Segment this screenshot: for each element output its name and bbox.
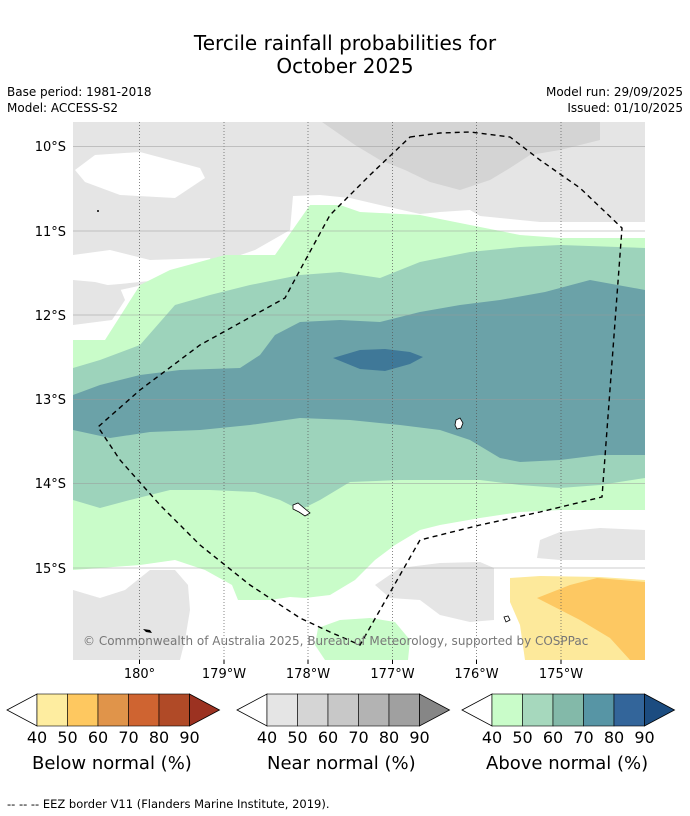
island-small-2: [143, 629, 152, 633]
below-normal-50: [537, 578, 645, 660]
colorbar-below-tick: 90: [179, 728, 200, 747]
colorbar-near-over-arrow: [419, 693, 451, 727]
island-futuna: [292, 502, 311, 517]
colorbar-above-segment: [522, 693, 554, 727]
colorbar-below-over-arrow: [189, 693, 221, 727]
near-normal-40-left-lower: [73, 280, 125, 325]
chart-title-line1: Tercile rainfall probabilities for: [193, 31, 497, 55]
colorbar-near-segment: [327, 693, 359, 727]
colorbar-below-segment: [67, 693, 99, 727]
colorbar-near-tick: 40: [256, 728, 278, 747]
lon-label: 179°W: [202, 667, 246, 682]
eez-legend-note: -- -- -- EEZ border V11 (Flanders Marine…: [7, 797, 330, 811]
map-fill-layers: © Commonwealth of Australia 2025, Bureau…: [73, 122, 645, 660]
colorbar-near-segment: [358, 693, 390, 727]
lon-ticks: [139, 660, 562, 664]
lat-axis: 10°S 11°S 12°S 13°S 14°S 15°S: [35, 140, 66, 577]
lat-label: 14°S: [35, 477, 66, 492]
island-wallis: [454, 417, 464, 430]
lat-label: 13°S: [35, 393, 66, 408]
near-normal-white-hole-2: [73, 250, 215, 288]
colorbar-below-segment: [97, 693, 129, 727]
colorbar-above-under-arrow: [461, 693, 493, 727]
colorbars: [6, 693, 676, 727]
colorbar-above-segment: [491, 693, 523, 727]
lat-label: 12°S: [35, 309, 66, 324]
colorbar-near-segment: [297, 693, 329, 727]
colorbar-near-tick: 70: [348, 728, 369, 747]
colorbar-near-tick: 90: [409, 728, 430, 747]
model-name: Model: ACCESS-S2: [7, 101, 119, 115]
colorbar-above-segment: [552, 693, 584, 727]
near-normal-50-top: [322, 122, 600, 190]
colorbar-near-title: Near normal (%): [267, 753, 416, 774]
chart-title-line2: October 2025: [276, 54, 414, 78]
lat-label: 11°S: [35, 225, 66, 240]
eez-border: [97, 131, 623, 646]
above-normal-70: [333, 349, 423, 371]
colorbar-below-segment: [128, 693, 160, 727]
base-period: Base period: 1981-2018: [7, 85, 152, 99]
colorbar-below-segment: [158, 693, 190, 727]
lat-label: 15°S: [35, 562, 66, 577]
colorbar-below-title: Below normal (%): [32, 753, 192, 774]
island-small-1: [503, 615, 511, 623]
lon-label: 175°W: [539, 667, 583, 682]
colorbar-above-tick: 40: [481, 728, 503, 747]
near-normal-white-hole-1: [75, 152, 205, 198]
graticule: [73, 122, 645, 660]
model-run: Model run: 29/09/2025: [545, 85, 683, 99]
colorbar-above-tick: 90: [634, 728, 655, 747]
colorbar-near-under-arrow: [236, 693, 268, 727]
colorbar-above-tick: 70: [573, 728, 594, 747]
colorbar-above-title: Above normal (%): [486, 753, 649, 774]
colorbar-above-tick: 50: [512, 728, 533, 747]
near-normal-40-lower-left: [73, 570, 190, 660]
near-normal-40-lower-mid: [375, 562, 494, 622]
colorbar-near-segment: [266, 693, 298, 727]
colorbar-near-tick: 80: [378, 728, 400, 747]
above-normal-40-bottom: [315, 618, 410, 660]
lat-label: 10°S: [35, 140, 66, 155]
issued-date: Issued: 01/10/2025: [567, 101, 683, 115]
colorbar-below-tick: 70: [118, 728, 139, 747]
colorbar-below-tick: 50: [57, 728, 78, 747]
colorbar-near-segment: [388, 693, 420, 727]
near-normal-40-lower-right: [537, 528, 645, 560]
colorbar-below-under-arrow: [6, 693, 38, 727]
colorbar-below-tick: 80: [148, 728, 170, 747]
colorbar-above-segment: [583, 693, 615, 727]
lon-axis: 180° 179°W 178°W 177°W 176°W 175°W: [124, 667, 583, 682]
colorbar-above-tick: 60: [542, 728, 564, 747]
colorbar-above-over-arrow: [644, 693, 676, 727]
colorbar-above-tick: 80: [603, 728, 625, 747]
colorbar-below-segment: [36, 693, 68, 727]
colorbar-near-tick: 50: [287, 728, 308, 747]
copyright-text: © Commonwealth of Australia 2025, Bureau…: [83, 634, 588, 648]
colorbar-near-tick: 60: [317, 728, 339, 747]
colorbar-below-tick: 60: [87, 728, 109, 747]
above-normal-60: [73, 280, 645, 462]
lon-label: 178°W: [286, 667, 330, 682]
lon-label: 177°W: [370, 667, 414, 682]
lon-label: 176°W: [454, 667, 498, 682]
colorbar-below-tick: 40: [26, 728, 48, 747]
island-dot: [97, 210, 99, 212]
lon-label: 180°: [124, 667, 155, 682]
colorbar-above-segment: [613, 693, 645, 727]
